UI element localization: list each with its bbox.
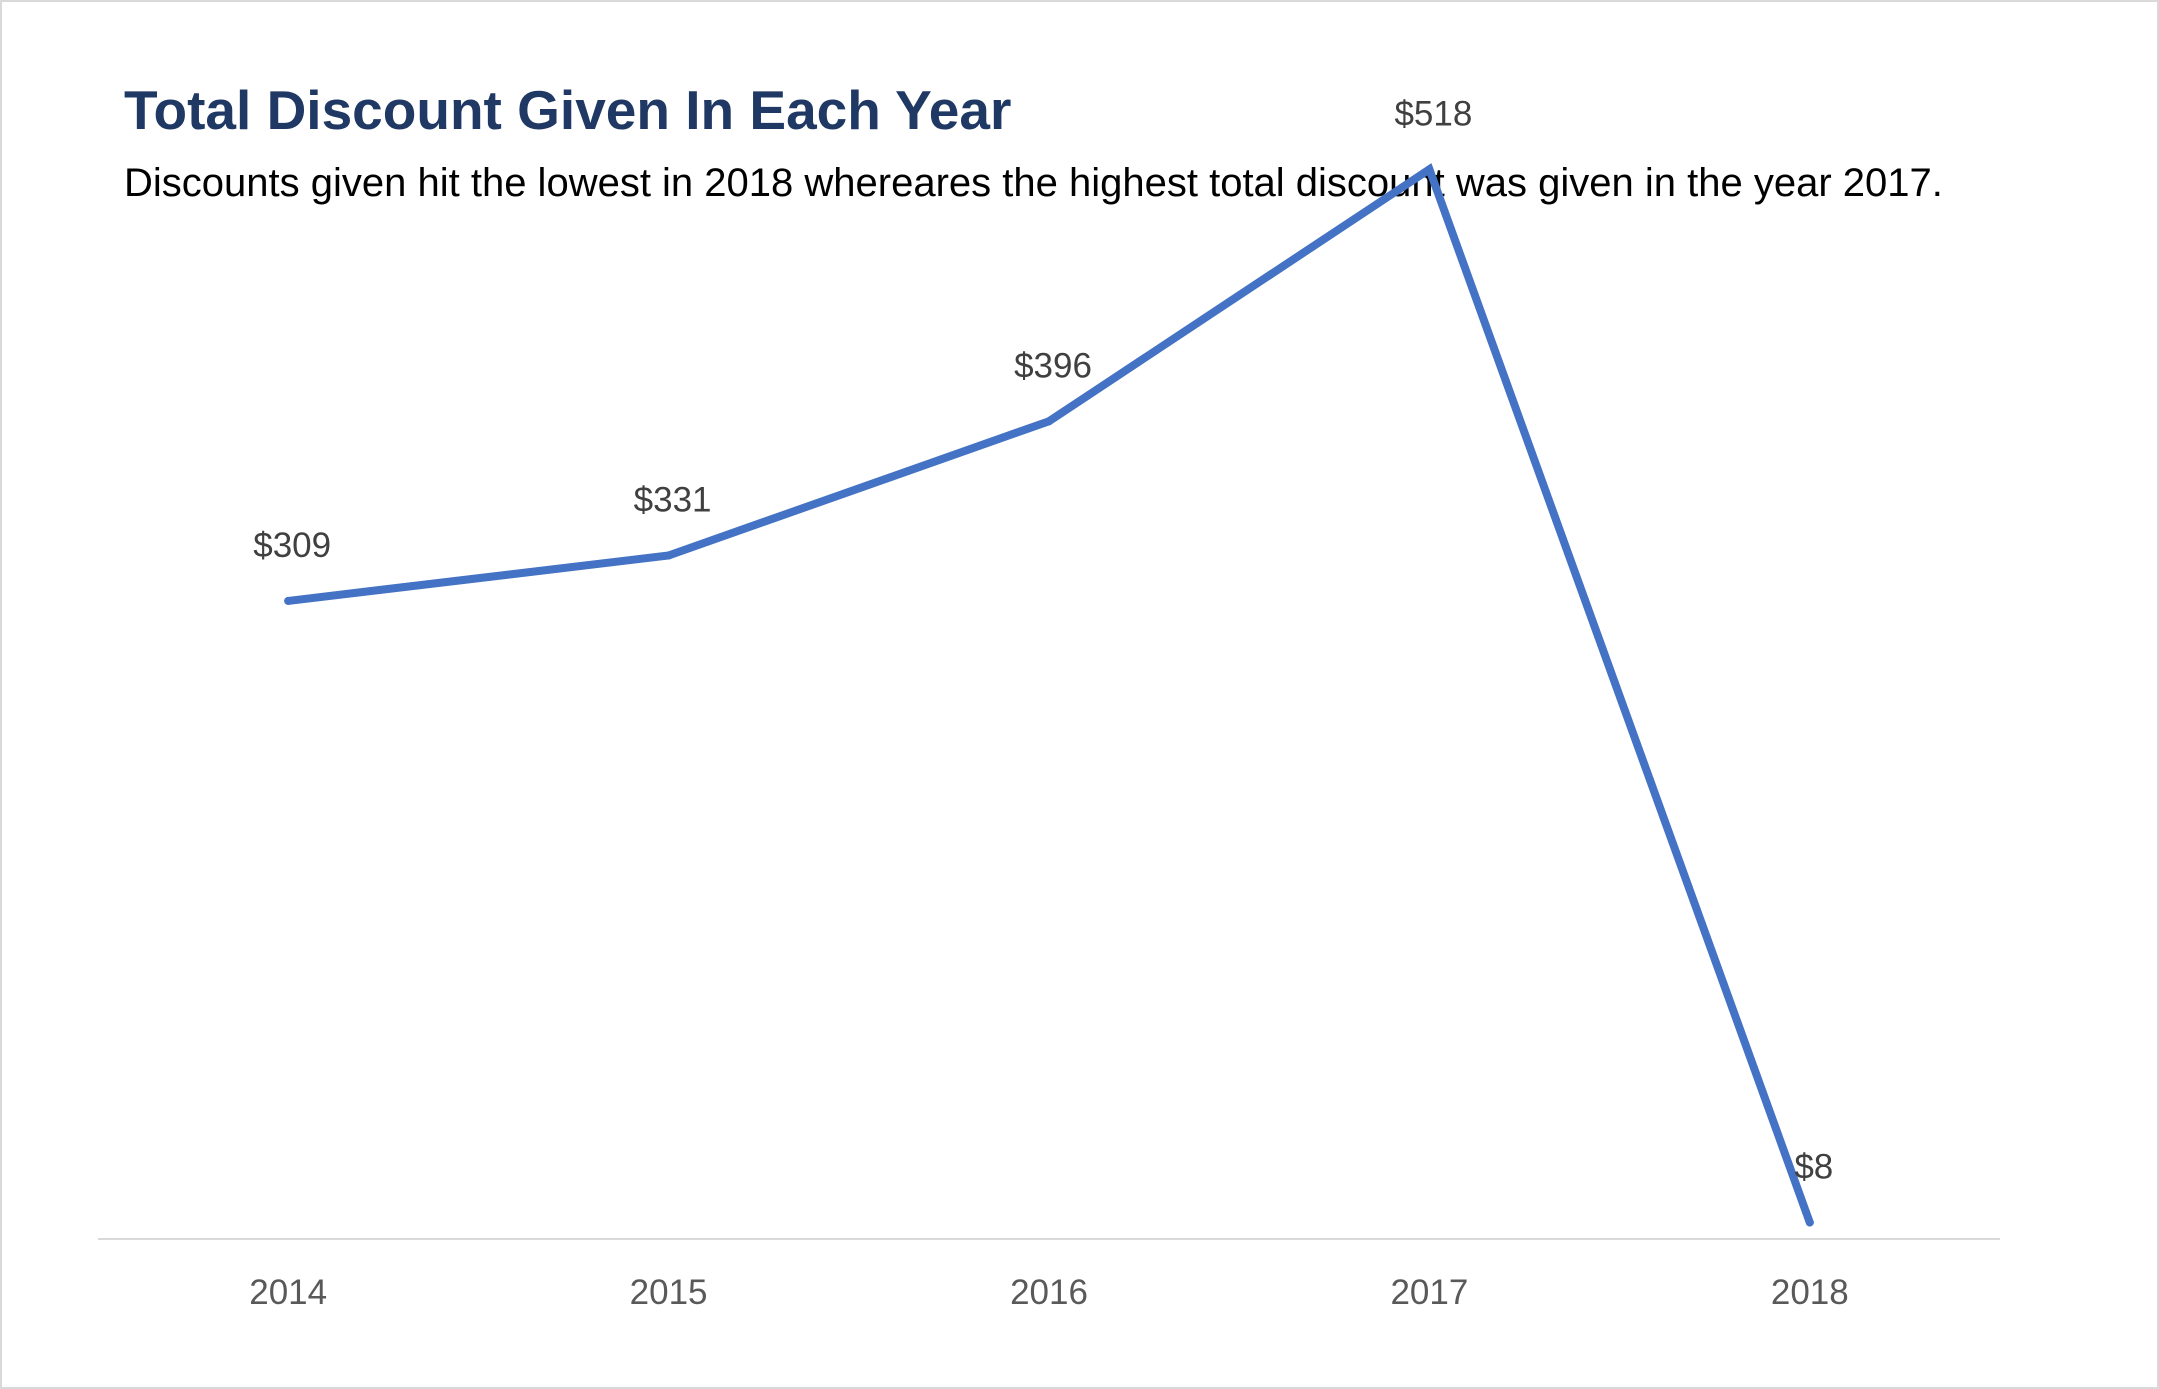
x-tick-label: 2015: [630, 1273, 708, 1312]
data-point: [1045, 417, 1053, 426]
data-point: [284, 596, 293, 605]
data-label: $518: [1394, 94, 1472, 133]
data-points: [284, 165, 1814, 1227]
data-labels: $309 $331 $396 $518 $8: [253, 94, 1833, 1186]
data-label: $8: [1794, 1147, 1833, 1186]
data-label: $331: [634, 480, 712, 519]
data-point: [1425, 165, 1434, 174]
x-tick-label: 2014: [249, 1273, 327, 1312]
data-label: $309: [253, 526, 331, 565]
x-tick-label: 2017: [1390, 1273, 1468, 1312]
chart-title: Total Discount Given In Each Year: [124, 79, 1012, 141]
data-point: [664, 551, 673, 560]
chart-subtitle: Discounts given hit the lowest in 2018 w…: [124, 161, 1943, 205]
x-tick-label: 2016: [1010, 1273, 1088, 1312]
x-tick-labels: 2014 2015 2016 2017 2018: [249, 1273, 1848, 1312]
data-label: $396: [1014, 346, 1092, 385]
x-tick-label: 2018: [1771, 1273, 1849, 1312]
data-point: [1805, 1218, 1814, 1227]
series-line: [284, 163, 1814, 1227]
